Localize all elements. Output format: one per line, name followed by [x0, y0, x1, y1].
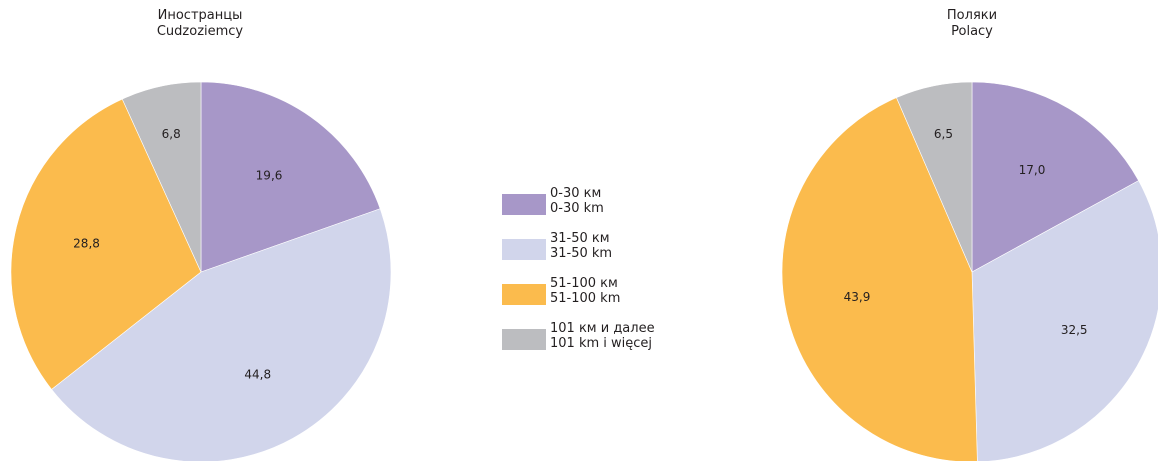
- legend-swatch-51-100: [502, 284, 546, 305]
- slice-value-label: 43,9: [844, 290, 871, 304]
- slice-value-label: 17,0: [1019, 163, 1046, 177]
- legend-label: 31-50 км 31-50 km: [550, 231, 612, 261]
- legend-swatch-101-plus: [502, 329, 546, 350]
- chart-title-pl: Cudzoziemcy: [156, 24, 244, 39]
- chart-title-ru: Поляки: [946, 8, 998, 23]
- slice-51-100: [10, 98, 202, 390]
- slice-value-label: 19,6: [256, 168, 283, 182]
- chart-title-ru: Иностранцы: [157, 8, 243, 23]
- slice-31-50: [971, 180, 1158, 461]
- legend-label-ru: 31-50 км: [550, 231, 610, 246]
- slice-value-label: 28,8: [73, 237, 100, 251]
- legend-label-ru: 51-100 км: [550, 276, 618, 291]
- legend-label-pl: 0-30 km: [550, 201, 604, 216]
- legend-label-pl: 101 km i więcej: [550, 336, 653, 351]
- slice-31-50: [51, 208, 392, 461]
- chart-title-poles: Поляки Polacy: [872, 8, 1072, 40]
- legend-swatch-0-30: [502, 194, 546, 215]
- legend-label-ru: 101 км и далее: [550, 321, 655, 336]
- legend-item-0-30: 0-30 км 0-30 km: [502, 186, 702, 217]
- legend-label-pl: 31-50 km: [550, 246, 613, 261]
- slice-0-30: [971, 81, 1140, 273]
- legend-swatch-31-50: [502, 239, 546, 260]
- legend-item-51-100: 51-100 км 51-100 km: [502, 276, 702, 307]
- legend-label: 101 км и далее 101 km i więcej: [550, 321, 655, 351]
- legend-label-pl: 51-100 km: [550, 291, 621, 306]
- slice-value-label: 44,8: [244, 368, 271, 382]
- pie-foreigners: 19,6 44,8 28,8 6,8: [10, 81, 392, 461]
- slice-51-100: [781, 97, 978, 461]
- legend-label-ru: 0-30 км: [550, 186, 602, 201]
- slice-value-label: 32,5: [1061, 323, 1088, 337]
- legend-label: 51-100 км 51-100 km: [550, 276, 620, 306]
- chart-title-pl: Polacy: [951, 24, 993, 39]
- slice-value-label: 6,5: [934, 127, 953, 141]
- legend-item-101-plus: 101 км и далее 101 km i więcej: [502, 321, 702, 352]
- chart-title-foreigners: Иностранцы Cudzoziemcy: [100, 8, 300, 40]
- legend-label: 0-30 км 0-30 km: [550, 186, 604, 216]
- slice-value-label: 6,8: [162, 127, 181, 141]
- pie-poles: 17,0 32,5 43,9 6,5: [781, 81, 1158, 461]
- slice-101-plus: [121, 81, 202, 273]
- slice-101-plus: [896, 81, 973, 273]
- legend: 0-30 км 0-30 km 31-50 км 31-50 km 51-100…: [502, 186, 702, 352]
- legend-item-31-50: 31-50 км 31-50 km: [502, 231, 702, 262]
